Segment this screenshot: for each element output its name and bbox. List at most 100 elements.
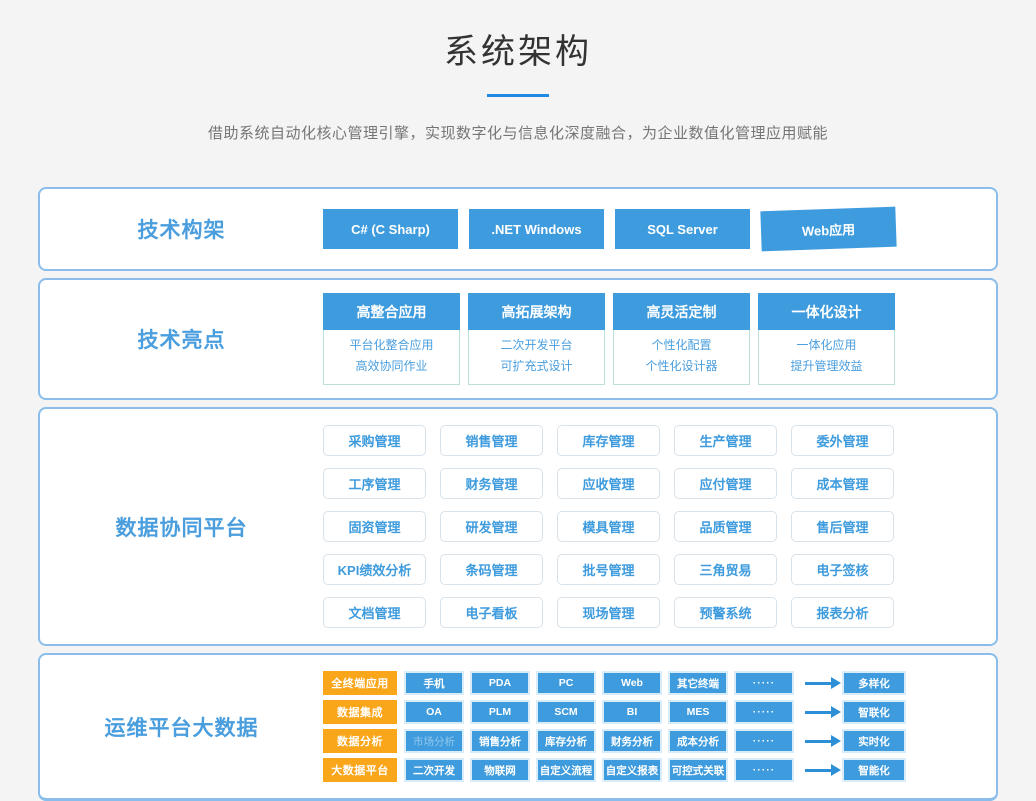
section-label-platform: 数据协同平台 [115, 516, 248, 540]
flow-item-button[interactable]: 自定义报表 [602, 758, 662, 782]
arrow-right-icon [805, 734, 841, 747]
flow-item-button[interactable]: 物联网 [470, 758, 530, 782]
title-divider [487, 94, 549, 97]
flow-item-button[interactable]: 其它终端 [668, 671, 728, 695]
tech-stack-button-web[interactable]: Web应用 [760, 206, 897, 252]
module-button[interactable]: 工序管理 [323, 468, 426, 499]
card-title: 高灵活定制 [613, 293, 750, 330]
flow-item-button[interactable]: PDA [470, 671, 530, 695]
module-button[interactable]: 模具管理 [557, 511, 660, 542]
module-button[interactable]: 应付管理 [674, 468, 777, 499]
flow-item-button[interactable]: MES [668, 700, 728, 724]
card-line: 高效协同作业 [355, 359, 428, 373]
flow-result-button[interactable]: 多样化 [842, 671, 906, 695]
flow-item-button[interactable]: PC [536, 671, 596, 695]
card-line: 二次开发平台 [500, 338, 573, 352]
section-tech-stack: 技术构架 C# (C Sharp) .NET Windows SQL Serve… [38, 187, 998, 271]
category-button[interactable]: 数据集成 [323, 700, 397, 724]
module-button[interactable]: 条码管理 [440, 554, 543, 585]
module-button[interactable]: 销售管理 [440, 425, 543, 456]
flow-item-button[interactable]: 销售分析 [470, 729, 530, 753]
module-button[interactable]: 批号管理 [557, 554, 660, 585]
module-button[interactable]: 电子看板 [440, 597, 543, 628]
module-button[interactable]: 研发管理 [440, 511, 543, 542]
category-button[interactable]: 全终端应用 [323, 671, 397, 695]
module-button[interactable]: 文档管理 [323, 597, 426, 628]
category-button[interactable]: 数据分析 [323, 729, 397, 753]
card-title: 一体化设计 [758, 293, 895, 330]
flow-item-button[interactable]: 可控式关联 [668, 758, 728, 782]
module-button[interactable]: 库存管理 [557, 425, 660, 456]
flow-item-button[interactable]: SCM [536, 700, 596, 724]
highlight-card-integration: 高整合应用 平台化整合应用 高效协同作业 [323, 293, 460, 385]
flow-result-button[interactable]: 智能化 [842, 758, 906, 782]
flow-item-button[interactable]: BI [602, 700, 662, 724]
flow-item-button[interactable]: 二次开发 [404, 758, 464, 782]
module-button[interactable]: 现场管理 [557, 597, 660, 628]
section-label-tech-stack: 技术构架 [137, 219, 226, 242]
tech-stack-button-row: C# (C Sharp) .NET Windows SQL Server Web… [323, 189, 897, 269]
flow-more-button[interactable]: ····· [734, 758, 794, 782]
module-button[interactable]: 品质管理 [674, 511, 777, 542]
flow-item-button[interactable]: PLM [470, 700, 530, 724]
flow-row-analysis: 数据分析 市场分析 销售分析 库存分析 财务分析 成本分析 ····· 实时化 [323, 729, 906, 753]
section-platform: 数据协同平台 采购管理 销售管理 库存管理 生产管理 委外管理 工序管理 财务管… [38, 407, 998, 646]
page-subtitle: 借助系统自动化核心管理引擎，实现数字化与信息化深度融合，为企业数值化管理应用赋能 [207, 125, 828, 142]
module-grid: 采购管理 销售管理 库存管理 生产管理 委外管理 工序管理 财务管理 应收管理 … [323, 409, 894, 644]
card-line: 提升管理效益 [790, 359, 863, 373]
flow-more-button[interactable]: ····· [734, 729, 794, 753]
module-button[interactable]: 固资管理 [323, 511, 426, 542]
highlight-card-flexibility: 高灵活定制 个性化配置 个性化设计器 [613, 293, 750, 385]
flow-more-button[interactable]: ····· [734, 700, 794, 724]
module-button[interactable]: 售后管理 [791, 511, 894, 542]
card-title: 高整合应用 [323, 293, 460, 330]
flow-row-terminals: 全终端应用 手机 PDA PC Web 其它终端 ····· 多样化 [323, 671, 906, 695]
flow-item-button[interactable]: 自定义流程 [536, 758, 596, 782]
flow-item-button[interactable]: 手机 [404, 671, 464, 695]
tech-stack-button-csharp[interactable]: C# (C Sharp) [323, 209, 458, 249]
module-button[interactable]: KPI绩效分析 [323, 554, 426, 585]
module-button[interactable]: 采购管理 [323, 425, 426, 456]
card-line: 个性化设计器 [645, 359, 718, 373]
flow-item-button[interactable]: 库存分析 [536, 729, 596, 753]
page-header: 系统架构 借助系统自动化核心管理引擎，实现数字化与信息化深度融合，为企业数值化管… [0, 0, 1036, 143]
flow-item-label: 市场分析 [413, 735, 455, 748]
arrow-right-icon [805, 705, 841, 718]
module-button[interactable]: 财务管理 [440, 468, 543, 499]
module-button[interactable]: 委外管理 [791, 425, 894, 456]
highlight-cards: 高整合应用 平台化整合应用 高效协同作业 高拓展架构 二次开发平台 可扩充式设计… [323, 280, 895, 398]
tech-stack-button-sqlserver[interactable]: SQL Server [615, 209, 750, 249]
card-line: 可扩充式设计 [500, 359, 573, 373]
flow-item-button[interactable]: Web [602, 671, 662, 695]
flow-item-button[interactable]: 市场分析 [404, 729, 464, 753]
flow-row-bigdata-platform: 大数据平台 二次开发 物联网 自定义流程 自定义报表 可控式关联 ····· 智… [323, 758, 906, 782]
tech-stack-button-dotnet[interactable]: .NET Windows [469, 209, 604, 249]
module-button[interactable]: 三角贸易 [674, 554, 777, 585]
flow-row-integration: 数据集成 OA PLM SCM BI MES ····· 智联化 [323, 700, 906, 724]
highlight-card-extensibility: 高拓展架构 二次开发平台 可扩充式设计 [468, 293, 605, 385]
flow-more-button[interactable]: ····· [734, 671, 794, 695]
bigdata-flow: 全终端应用 手机 PDA PC Web 其它终端 ····· 多样化 数据集成 … [323, 655, 906, 798]
section-label-highlights: 技术亮点 [137, 329, 226, 352]
section-highlights: 技术亮点 高整合应用 平台化整合应用 高效协同作业 高拓展架构 二次开发平台 可… [38, 278, 998, 400]
module-button[interactable]: 成本管理 [791, 468, 894, 499]
card-line: 一体化应用 [796, 338, 857, 352]
module-button[interactable]: 应收管理 [557, 468, 660, 499]
flow-result-button[interactable]: 实时化 [842, 729, 906, 753]
flow-result-button[interactable]: 智联化 [842, 700, 906, 724]
arrow-right-icon [805, 676, 841, 689]
module-button[interactable]: 生产管理 [674, 425, 777, 456]
module-button[interactable]: 报表分析 [791, 597, 894, 628]
section-label-bigdata: 运维平台大数据 [104, 716, 259, 740]
card-line: 个性化配置 [651, 338, 712, 352]
card-title: 高拓展架构 [468, 293, 605, 330]
card-body: 二次开发平台 可扩充式设计 [468, 330, 605, 385]
flow-item-button[interactable]: 成本分析 [668, 729, 728, 753]
module-button[interactable]: 电子签核 [791, 554, 894, 585]
category-button[interactable]: 大数据平台 [323, 758, 397, 782]
module-button[interactable]: 预警系统 [674, 597, 777, 628]
arrow-right-icon [805, 763, 841, 776]
page-title: 系统架构 [444, 33, 592, 71]
flow-item-button[interactable]: 财务分析 [602, 729, 662, 753]
flow-item-button[interactable]: OA [404, 700, 464, 724]
